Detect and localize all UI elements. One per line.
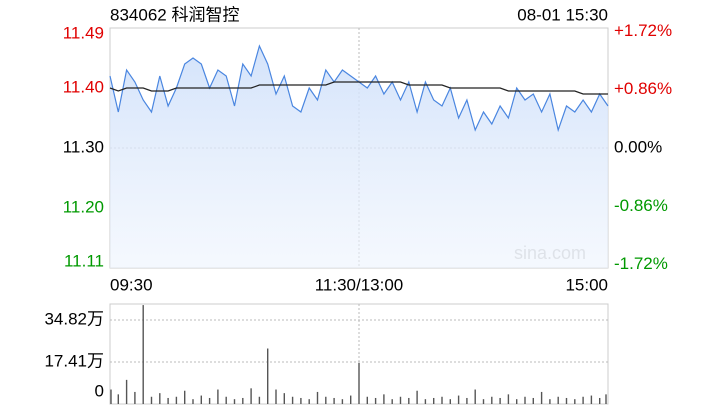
volume-bar bbox=[383, 394, 385, 404]
chart-title: 834062 科润智控 bbox=[110, 5, 239, 24]
volume-bar bbox=[225, 396, 227, 404]
volume-bar bbox=[424, 399, 427, 404]
volume-bar bbox=[441, 396, 443, 404]
y-tick-label: 11.40 bbox=[63, 77, 104, 96]
volume-bar bbox=[184, 390, 186, 404]
x-tick-label: 11:30/13:00 bbox=[315, 275, 404, 294]
y-tick-label: 34.82万 bbox=[44, 309, 104, 328]
volume-bar bbox=[159, 393, 161, 404]
volume-bar bbox=[258, 396, 261, 404]
volume-bar bbox=[574, 399, 576, 404]
volume-bar bbox=[599, 397, 601, 404]
volume-bar bbox=[540, 391, 543, 404]
y-tick-label: 11.20 bbox=[63, 197, 104, 216]
x-tick-label: 09:30 bbox=[110, 275, 153, 294]
volume-bar bbox=[482, 399, 485, 404]
volume-bar bbox=[491, 396, 493, 404]
volume-bar bbox=[134, 391, 136, 404]
volume-bar bbox=[325, 396, 327, 404]
volume-bar bbox=[341, 399, 344, 404]
volume-bar bbox=[242, 397, 244, 404]
volume-bar bbox=[416, 390, 418, 404]
volume-bar bbox=[200, 395, 202, 404]
volume-bar bbox=[167, 397, 169, 404]
price-area bbox=[110, 46, 608, 268]
volume-bar bbox=[590, 395, 593, 404]
y2-tick-label: +0.86% bbox=[614, 79, 672, 98]
volume-bar bbox=[350, 395, 352, 404]
volume-bar bbox=[449, 399, 451, 404]
y2-tick-label: -1.72% bbox=[614, 254, 668, 273]
volume-bar bbox=[250, 388, 252, 404]
volume-bar bbox=[291, 396, 294, 404]
y-tick-label: 11.49 bbox=[63, 23, 104, 42]
volume-bar bbox=[233, 399, 236, 404]
volume-bar bbox=[275, 389, 277, 404]
volume-bar bbox=[208, 397, 211, 404]
volume-bar bbox=[582, 396, 584, 404]
y-tick-label: 11.11 bbox=[64, 251, 104, 270]
volume-bar bbox=[516, 399, 518, 404]
volume-bar bbox=[408, 397, 410, 404]
volume-bar bbox=[557, 396, 559, 404]
y-tick-label: 11.30 bbox=[63, 137, 104, 156]
y-tick-label: 17.41万 bbox=[44, 351, 104, 370]
average-line bbox=[109, 81, 608, 95]
timestamp: 08-01 15:30 bbox=[517, 5, 608, 24]
volume-bar bbox=[532, 397, 534, 404]
volume-bar bbox=[300, 397, 302, 404]
y-tick-label: 0 bbox=[95, 381, 104, 400]
volume-bar bbox=[308, 399, 310, 404]
volume-bar bbox=[524, 396, 526, 404]
volume-bar bbox=[474, 389, 476, 404]
volume-bar bbox=[192, 399, 194, 404]
volume-bar bbox=[605, 394, 607, 404]
volume-bar bbox=[117, 394, 119, 404]
y2-tick-label: 0.00% bbox=[614, 137, 662, 156]
volume-bar bbox=[175, 396, 178, 404]
volume-bar bbox=[358, 362, 360, 404]
volume-bar bbox=[457, 395, 460, 404]
volume-bar bbox=[507, 394, 510, 404]
volume-bar bbox=[283, 393, 285, 404]
volume-bar bbox=[267, 348, 269, 404]
volume-bar bbox=[142, 305, 144, 404]
volume-bar bbox=[217, 389, 219, 404]
volume-bar bbox=[399, 396, 402, 404]
volume-bar bbox=[391, 399, 393, 404]
volume-bar bbox=[316, 391, 319, 404]
y2-tick-label: +1.72% bbox=[614, 21, 672, 40]
volume-bar bbox=[125, 379, 128, 404]
volume-bar bbox=[499, 397, 501, 404]
x-tick-label: 15:00 bbox=[565, 275, 608, 294]
volume-bar bbox=[110, 389, 112, 404]
volume-bar bbox=[333, 397, 335, 404]
volume-bar bbox=[150, 396, 153, 404]
volume-bar bbox=[565, 397, 568, 404]
volume-bar bbox=[433, 397, 435, 404]
volume-bar bbox=[549, 399, 551, 404]
volume-bar bbox=[366, 396, 368, 404]
y2-tick-label: -0.86% bbox=[614, 196, 668, 215]
volume-bar bbox=[374, 397, 377, 404]
volume-bar bbox=[466, 397, 468, 404]
